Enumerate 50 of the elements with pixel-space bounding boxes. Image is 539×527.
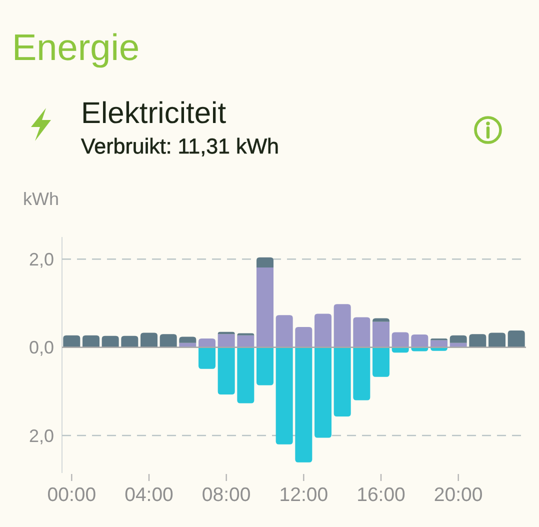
x-tick-label: 20:00 — [434, 484, 483, 506]
x-tick-label: 08:00 — [202, 484, 251, 506]
bar — [256, 347, 274, 386]
bar — [430, 340, 448, 348]
bar — [314, 314, 332, 348]
x-tick-label: 12:00 — [279, 484, 328, 506]
chart-subtitle: Elektriciteit — [81, 97, 227, 130]
bar — [372, 347, 390, 377]
x-tick-label: 00:00 — [47, 484, 96, 506]
bar — [237, 347, 254, 404]
y-tick-label: 0,0 — [28, 338, 54, 358]
y-tick-label: 2,0 — [28, 426, 54, 446]
bar — [411, 334, 428, 348]
bar — [508, 330, 525, 348]
bar — [372, 322, 390, 348]
bar — [82, 335, 100, 348]
bar — [314, 347, 332, 438]
bar — [353, 347, 370, 400]
bar — [140, 332, 158, 348]
bar — [198, 338, 216, 348]
bar — [102, 336, 119, 348]
bar — [276, 315, 293, 348]
y-tick-label: 2,0 — [28, 249, 54, 270]
bar — [218, 347, 235, 394]
bar — [353, 317, 370, 348]
bar — [198, 347, 216, 369]
bar — [372, 318, 390, 322]
bar — [218, 332, 235, 334]
bar — [276, 347, 293, 444]
bar — [392, 332, 409, 348]
bar — [334, 304, 351, 348]
bar — [121, 336, 138, 348]
bar — [256, 267, 274, 348]
x-tick-label: 16:00 — [356, 484, 406, 506]
bar — [179, 336, 196, 343]
chart-title: Energie — [12, 27, 140, 68]
text: Verbruikt: 11,31 kWh — [81, 134, 279, 158]
bar — [469, 334, 486, 348]
x-tick-label: 04:00 — [124, 484, 174, 506]
bar — [450, 335, 467, 343]
y-axis-title: kWh — [23, 189, 59, 209]
bar — [334, 347, 351, 417]
bar — [237, 335, 254, 348]
bar — [218, 334, 235, 348]
bar — [160, 334, 177, 348]
bar — [295, 347, 312, 462]
bar — [256, 257, 274, 268]
bar — [488, 332, 506, 348]
bar — [295, 327, 312, 348]
bar — [63, 335, 80, 348]
